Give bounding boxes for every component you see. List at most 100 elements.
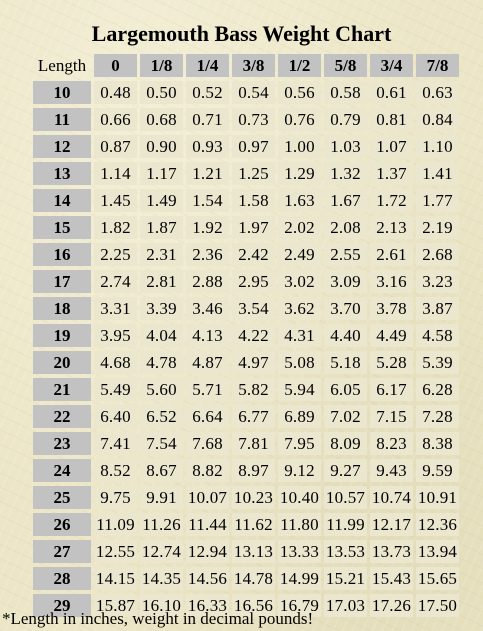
weight-cell: 10.57: [324, 486, 367, 509]
weight-cell: 13.73: [370, 540, 413, 563]
weight-cell: 7.81: [232, 432, 275, 455]
weight-cell: 4.22: [232, 324, 275, 347]
weight-cell: 0.56: [278, 81, 321, 104]
weight-cell: 1.67: [324, 189, 367, 212]
weight-cell: 0.68: [140, 108, 183, 131]
weight-cell: 0.66: [94, 108, 137, 131]
weight-cell: 1.63: [278, 189, 321, 212]
weight-cell: 12.74: [140, 540, 183, 563]
weight-cell: 1.37: [370, 162, 413, 185]
weight-cell: 9.91: [140, 486, 183, 509]
weight-cell: 7.54: [140, 432, 183, 455]
weight-cell: 2.08: [324, 216, 367, 239]
weight-cell: 0.58: [324, 81, 367, 104]
weight-cell: 7.95: [278, 432, 321, 455]
fraction-header: 3/4: [370, 54, 413, 77]
weight-cell: 9.12: [278, 459, 321, 482]
weight-cell: 5.18: [324, 351, 367, 374]
weight-cell: 10.23: [232, 486, 275, 509]
weight-cell: 4.31: [278, 324, 321, 347]
fraction-header: 1/8: [140, 54, 183, 77]
table-row: 12 0.87 0.90 0.93 0.97 1.00 1.03 1.07 1.10: [33, 135, 459, 158]
weight-cell: 2.55: [324, 243, 367, 266]
weight-cell: 8.38: [416, 432, 459, 455]
table-row: 11 0.66 0.68 0.71 0.73 0.76 0.79 0.81 0.84: [33, 108, 459, 131]
table-row: 22 6.40 6.52 6.64 6.77 6.89 7.02 7.15 7.28: [33, 405, 459, 428]
weight-cell: 5.60: [140, 378, 183, 401]
weight-cell: 3.70: [324, 297, 367, 320]
length-cell: 21: [33, 378, 91, 401]
table-row: 25 9.75 9.91 10.07 10.23 10.40 10.57 10.74 10.91: [33, 486, 459, 509]
weight-cell: 12.36: [416, 513, 459, 536]
weight-cell: 0.97: [232, 135, 275, 158]
length-cell: 23: [33, 432, 91, 455]
length-cell: 19: [33, 324, 91, 347]
weight-cell: 0.71: [186, 108, 229, 131]
weight-cell: 17.03: [324, 594, 367, 617]
table-row: 16 2.25 2.31 2.36 2.42 2.49 2.55 2.61 2.68: [33, 243, 459, 266]
weight-cell: 8.23: [370, 432, 413, 455]
weight-cell: 11.26: [140, 513, 183, 536]
weight-cell: 7.15: [370, 405, 413, 428]
table-row: 29 15.87 16.10 16.33 16.56 16.79 17.03 17.26 17.…: [33, 594, 459, 617]
weight-cell: 0.76: [278, 108, 321, 131]
weight-cell: 1.87: [140, 216, 183, 239]
weight-cell: 3.54: [232, 297, 275, 320]
table-row: 13 1.14 1.17 1.21 1.25 1.29 1.32 1.37 1.41: [33, 162, 459, 185]
length-cell: 12: [33, 135, 91, 158]
weight-cell: 1.72: [370, 189, 413, 212]
table-row: 19 3.95 4.04 4.13 4.22 4.31 4.40 4.49 4.58: [33, 324, 459, 347]
weight-cell: 3.78: [370, 297, 413, 320]
weight-cell: 1.21: [186, 162, 229, 185]
weight-cell: 1.45: [94, 189, 137, 212]
weight-cell: 16.10: [140, 594, 183, 617]
length-cell: 25: [33, 486, 91, 509]
weight-cell: 0.73: [232, 108, 275, 131]
weight-cell: 2.95: [232, 270, 275, 293]
chart-title: Largemouth Bass Weight Chart: [91, 21, 392, 46]
weight-cell: 3.02: [278, 270, 321, 293]
weight-cell: 15.21: [324, 567, 367, 590]
weight-cell: 2.02: [278, 216, 321, 239]
weight-cell: 3.62: [278, 297, 321, 320]
footnote: *Length in inches, weight in decimal pou…: [2, 609, 314, 628]
weight-cell: 4.13: [186, 324, 229, 347]
weight-cell: 3.09: [324, 270, 367, 293]
weight-cell: 1.17: [140, 162, 183, 185]
weight-cell: 2.61: [370, 243, 413, 266]
length-header: Length: [37, 56, 87, 75]
table-row: 14 1.45 1.49 1.54 1.58 1.63 1.67 1.72 1.77: [33, 189, 459, 212]
weight-cell: 8.52: [94, 459, 137, 482]
weight-cell: 5.28: [370, 351, 413, 374]
weight-cell: 14.35: [140, 567, 183, 590]
weight-cell: 6.77: [232, 405, 275, 428]
weight-cell: 15.43: [370, 567, 413, 590]
table-row: 15 1.82 1.87 1.92 1.97 2.02 2.08 2.13 2.19: [33, 216, 459, 239]
weight-cell: 5.08: [278, 351, 321, 374]
weight-cell: 11.80: [278, 513, 321, 536]
weight-cell: 0.54: [232, 81, 275, 104]
weight-cell: 3.87: [416, 297, 459, 320]
table-row: 17 2.74 2.81 2.88 2.95 3.02 3.09 3.16 3.23: [33, 270, 459, 293]
weight-cell: 2.49: [278, 243, 321, 266]
weight-cell: 4.97: [232, 351, 275, 374]
length-cell: 24: [33, 459, 91, 482]
table-row: 23 7.41 7.54 7.68 7.81 7.95 8.09 8.23 8.38: [33, 432, 459, 455]
weight-cell: 2.81: [140, 270, 183, 293]
weight-cell: 7.68: [186, 432, 229, 455]
weight-cell: 1.03: [324, 135, 367, 158]
weight-cell: 4.68: [94, 351, 137, 374]
weight-cell: 0.61: [370, 81, 413, 104]
weight-cell: 5.49: [94, 378, 137, 401]
weight-cell: 14.78: [232, 567, 275, 590]
table-row: 26 11.09 11.26 11.44 11.62 11.80 11.99 12.17 12.…: [33, 513, 459, 536]
weight-cell: 13.53: [324, 540, 367, 563]
fraction-header: 5/8: [324, 54, 367, 77]
weight-cell: 3.46: [186, 297, 229, 320]
length-cell: 18: [33, 297, 91, 320]
weight-cell: 12.17: [370, 513, 413, 536]
table-row: 24 8.52 8.67 8.82 8.97 9.12 9.27 9.43 9.59: [33, 459, 459, 482]
weight-cell: 9.27: [324, 459, 367, 482]
length-cell: 22: [33, 405, 91, 428]
weight-cell: 4.49: [370, 324, 413, 347]
